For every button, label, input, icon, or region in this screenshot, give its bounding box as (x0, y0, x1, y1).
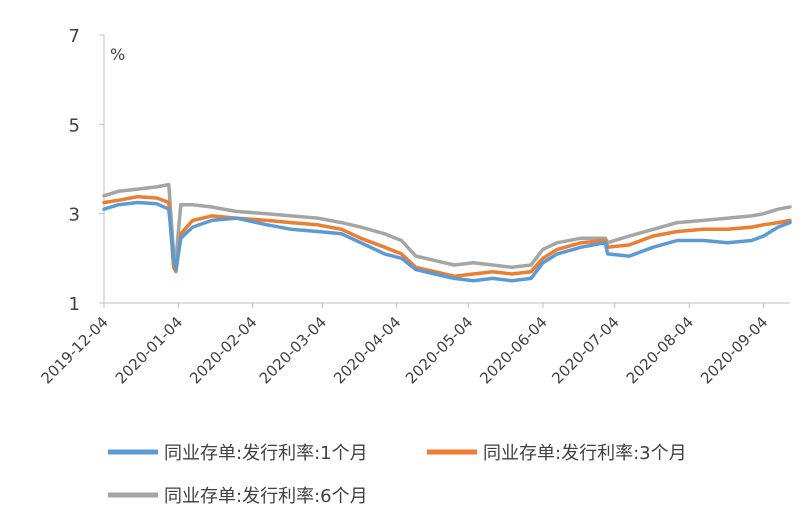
x-tick-label: 2020-05-04 (402, 313, 476, 387)
x-tick-label: 2020-03-04 (256, 313, 330, 387)
legend-label-3: 同业存单:发行利率:6个月 (164, 486, 368, 507)
legend-label-2: 同业存单:发行利率:3个月 (483, 443, 687, 464)
x-tick-label: 2020-08-04 (623, 313, 697, 387)
x-tick-label: 2020-02-04 (186, 313, 260, 387)
x-tick-label: 2020-07-04 (548, 313, 622, 387)
y-unit-label: % (110, 45, 125, 64)
x-tick-label: 2020-01-04 (112, 313, 186, 387)
x-tick-label: 2020-06-04 (476, 313, 550, 387)
x-tick-label: 2019-12-04 (37, 313, 111, 387)
y-tick-label: 3 (69, 205, 80, 226)
x-tick-label: 2020-09-04 (697, 313, 771, 387)
series-line-3 (102, 182, 792, 270)
x-tick-label: 2020-04-04 (330, 313, 404, 387)
series-line-1 (102, 200, 792, 283)
series-layer (102, 182, 792, 283)
y-tick-label: 7 (69, 26, 80, 47)
legend-label-1: 同业存单:发行利率:1个月 (164, 443, 368, 464)
y-tick-label: 5 (69, 115, 80, 136)
y-tick-label: 1 (69, 294, 80, 315)
